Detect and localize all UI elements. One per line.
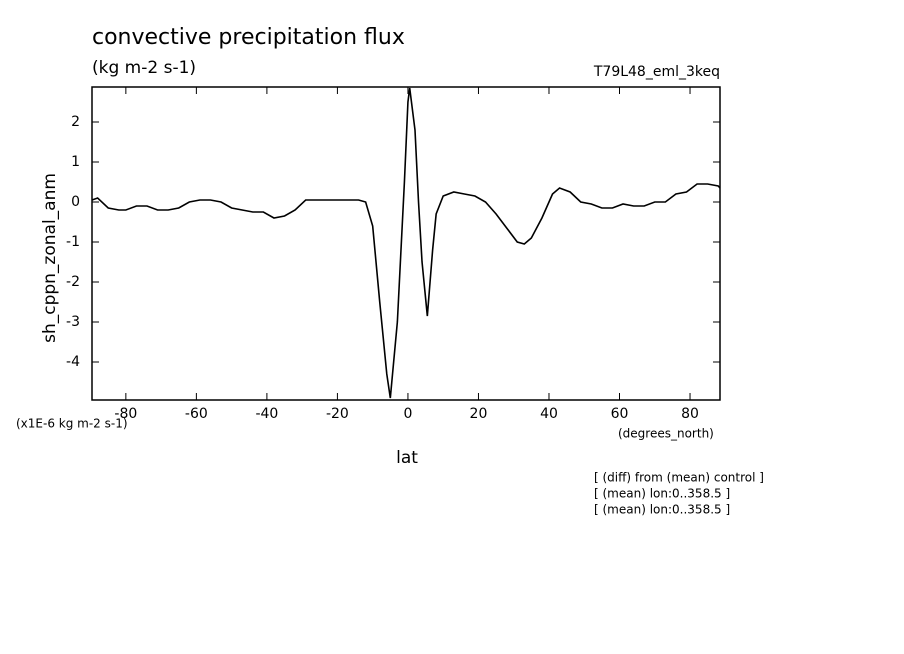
chart-title: convective precipitation flux — [92, 25, 405, 50]
x-tick-label: 0 — [403, 406, 412, 422]
y-units: (x1E-6 kg m-2 s-1) — [16, 417, 128, 431]
x-tick-label: 20 — [470, 406, 488, 422]
data-line — [91, 87, 721, 399]
x-units: (degrees_north) — [618, 427, 714, 441]
note: [ (mean) lon:0..358.5 ] — [594, 487, 730, 501]
y-tick-label: 0 — [71, 194, 80, 210]
x-tick-label: -20 — [326, 406, 349, 422]
y-tick-label: -4 — [66, 354, 80, 370]
x-tick-label: -80 — [114, 406, 137, 422]
x-tick-label: 80 — [681, 406, 699, 422]
x-tick-label: -40 — [255, 406, 278, 422]
y-tick-label: -1 — [66, 234, 80, 250]
y-tick-label: 2 — [71, 114, 80, 130]
y-axis-label: sh_cppn_zonal_anm — [40, 173, 60, 343]
x-axis-label: lat — [396, 448, 418, 468]
y-tick-label: -3 — [66, 314, 80, 330]
note: [ (mean) lon:0..358.5 ] — [594, 503, 730, 517]
chart-subtitle: (kg m-2 s-1) — [92, 58, 196, 78]
x-tick-label: 60 — [611, 406, 629, 422]
y-tick-label: -2 — [66, 274, 80, 290]
run-label: T79L48_eml_3keq — [593, 64, 720, 80]
note: [ (diff) from (mean) control ] — [594, 471, 764, 485]
plot-frame — [91, 86, 721, 401]
x-tick-label: 40 — [540, 406, 558, 422]
x-tick-label: -60 — [185, 406, 208, 422]
y-tick-label: 1 — [71, 154, 80, 170]
